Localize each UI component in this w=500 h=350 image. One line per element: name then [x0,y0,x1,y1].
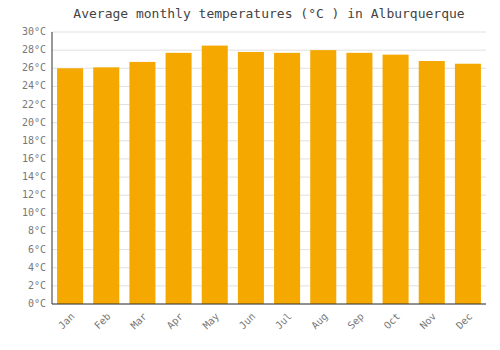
y-tick-label: 26°C [22,62,46,73]
chart: Average monthly temperatures (°C ) in Al… [0,0,500,350]
chart-container: Average monthly temperatures (°C ) in Al… [0,0,500,350]
y-tick-label: 24°C [22,80,46,91]
y-tick-label: 12°C [22,189,46,200]
bar [202,46,228,304]
x-tick-label: Oct [382,311,403,332]
bar [93,67,119,304]
x-axis: Jan Feb Mar Apr May Jun Jul Aug Sep Oct Nov Dec [56,311,474,332]
x-axis-line [52,304,486,305]
bar [310,50,336,304]
y-axis-line [52,32,53,304]
x-tick-label: Aug [309,311,330,332]
bar [129,62,155,304]
bar [383,55,409,304]
y-tick-label: 30°C [22,26,46,37]
grid-line [52,32,486,33]
y-tick-label: 0°C [28,298,46,309]
y-tick-label: 10°C [22,207,46,218]
x-tick-label: Jan [56,311,77,332]
x-tick-label: Dec [454,311,475,332]
y-tick-label: 4°C [28,262,46,273]
y-tick-label: 16°C [22,153,46,164]
y-tick-label: 22°C [22,99,46,110]
grid-line [52,50,486,51]
x-tick-label: Sep [345,311,366,332]
y-tick-label: 2°C [28,280,46,291]
title: Average monthly temperatures (°C ) in Al… [73,6,465,21]
x-tick-label: Jun [237,311,258,332]
y-axis: 0°C 2°C 4°C 6°C 8°C 10°C 12°C 14°C 16°C 18°C 20°C 2… [22,26,46,309]
x-tick-label: Apr [165,311,186,332]
x-tick-label: Nov [418,311,439,332]
y-tick-label: 28°C [22,44,46,55]
y-tick-label: 8°C [28,225,46,236]
bar [238,52,264,304]
y-tick-label: 20°C [22,117,46,128]
grid [52,32,486,304]
x-tick-label: Feb [92,311,113,332]
bar [346,53,372,304]
bar [166,53,192,304]
bar [274,53,300,304]
bars [57,46,481,304]
x-tick-label: Mar [128,311,149,332]
y-tick-label: 18°C [22,135,46,146]
grid-line [52,304,486,305]
y-tick-label: 6°C [28,244,46,255]
x-tick-label: May [201,311,222,332]
x-tick-label: Jul [273,311,294,332]
bar [419,61,445,304]
bar [57,68,83,304]
bar [455,64,481,304]
y-tick-label: 14°C [22,171,46,182]
